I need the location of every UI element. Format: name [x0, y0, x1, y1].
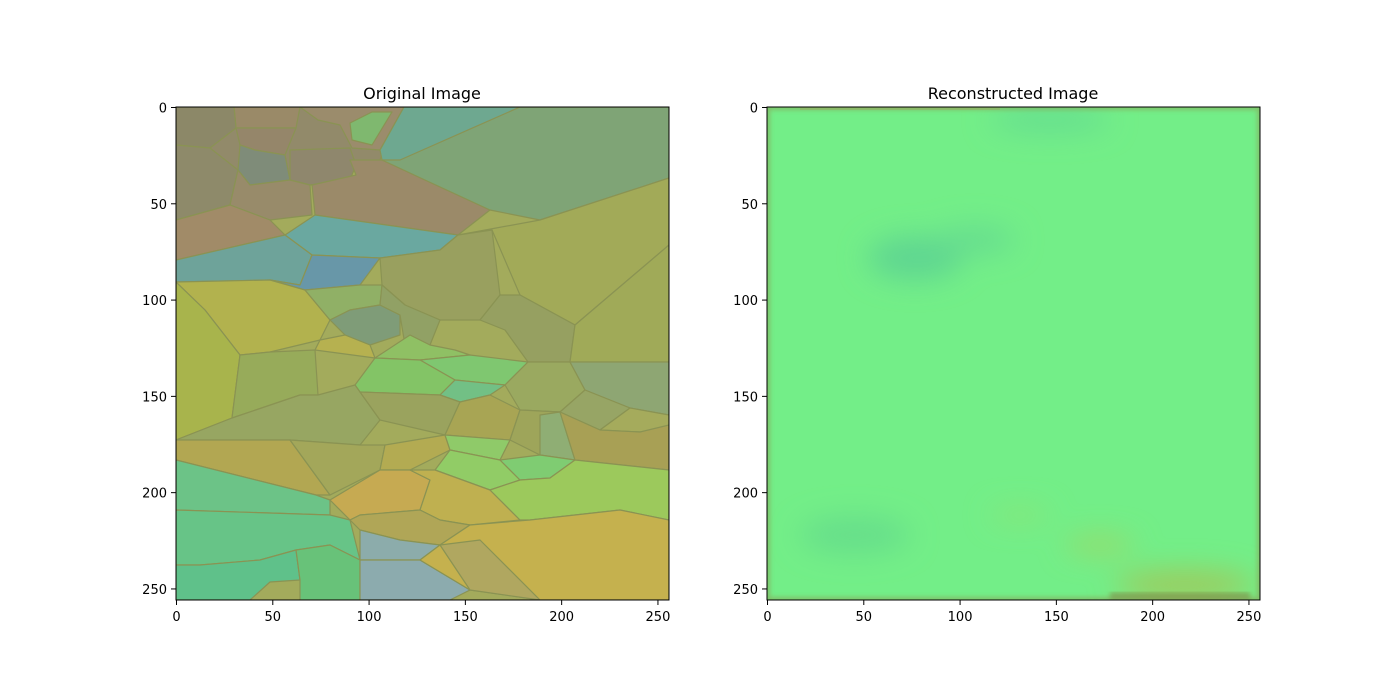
y-tick-label: 250 [142, 583, 167, 598]
y-tick-label: 100 [733, 294, 758, 309]
x-tick-label: 200 [1140, 610, 1165, 625]
recon-dark-spot [800, 517, 910, 553]
mosaic-cell [295, 544, 361, 600]
x-tick-label: 50 [265, 610, 282, 625]
recon-bottom-edge [1110, 592, 1250, 600]
mosaic-cell [233, 107, 301, 129]
y-tick-label: 150 [142, 390, 167, 405]
y-tick-label: 50 [150, 198, 167, 213]
recon-yellow-spot [990, 509, 1050, 521]
mosaic-cell [176, 439, 331, 496]
mosaic-cell [176, 204, 286, 261]
original-image [176, 107, 669, 600]
mosaic-cell [379, 107, 521, 161]
x-tick-label: 150 [1044, 610, 1069, 625]
reconstructed-image [767, 107, 1260, 600]
mosaic-cell [359, 559, 471, 600]
y-tick-label: 150 [733, 390, 758, 405]
mosaic-cell [439, 539, 541, 600]
recon-dark-spot [935, 226, 1015, 254]
mosaic-cell [176, 459, 331, 516]
y-tick-label: 200 [142, 487, 167, 502]
axes-frame-original [175, 106, 670, 601]
ticks-original: 0 50 100 150 200 250 0 50 100 150 200 250 [142, 102, 670, 626]
x-tick-label: 250 [1237, 610, 1262, 625]
x-tick-label: 100 [357, 610, 382, 625]
mosaic-cell [379, 434, 451, 471]
recon-yellow-spot [1065, 537, 1135, 553]
mosaic-cell [176, 107, 237, 149]
x-tick-label: 250 [646, 610, 671, 625]
axes-frame-reconstructed [766, 106, 1261, 601]
y-tick-label: 0 [750, 102, 758, 117]
panel-title-reconstructed: Reconstructed Image [928, 84, 1099, 103]
x-tick-label: 0 [763, 610, 771, 625]
y-tick-label: 100 [142, 294, 167, 309]
y-tick-label: 0 [159, 102, 167, 117]
panel-title-original: Original Image [363, 84, 481, 103]
x-tick-label: 0 [172, 610, 180, 625]
recon-top-edge [800, 107, 1000, 110]
recon-dark-spot [867, 236, 963, 280]
mosaic-cell [349, 111, 393, 146]
ticks-reconstructed: 0 50 100 150 200 250 0 50 100 150 200 250 [733, 102, 1261, 626]
panel-reconstructed: Reconstructed Image 0 50 100 150 200 250 0 50 10… [733, 84, 1261, 625]
y-tick-label: 200 [733, 487, 758, 502]
x-tick-label: 50 [856, 610, 873, 625]
y-tick-label: 250 [733, 583, 758, 598]
mosaic-cell [314, 334, 376, 359]
y-tick-label: 50 [741, 198, 758, 213]
recon-dark-spot [990, 108, 1110, 132]
x-tick-label: 150 [453, 610, 478, 625]
x-tick-label: 200 [549, 610, 574, 625]
panel-original: Original Image [142, 84, 670, 625]
x-tick-label: 100 [948, 610, 973, 625]
mosaic-cell [569, 244, 669, 363]
